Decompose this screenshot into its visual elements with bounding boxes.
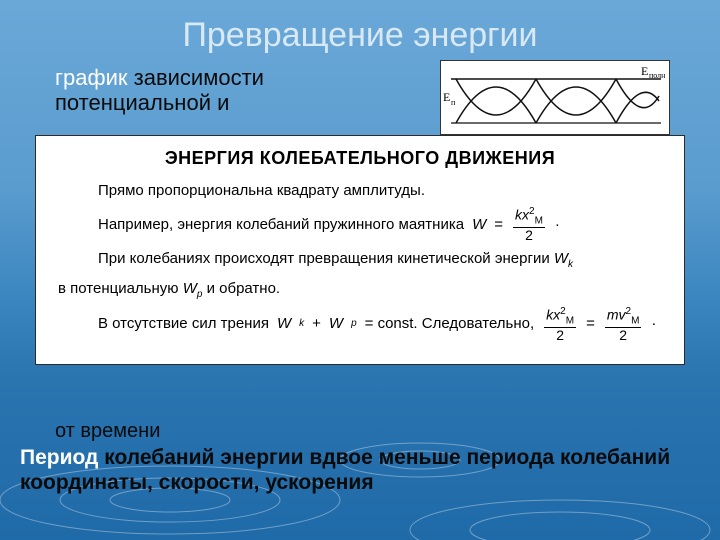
svg-text:полн: полн [649,71,666,80]
frac2-top: kx [546,306,560,322]
card-line2-prefix: Например, энергия колебаний пружинного м… [98,213,464,237]
svg-text:п: п [451,98,456,107]
frac3-top: mv [607,306,626,322]
card-heading: ЭНЕРГИЯ КОЛЕБАТЕЛЬНОГО ДВИЖЕНИЯ [58,148,662,169]
card-line-1: Прямо пропорциональна квадрату амплитуды… [58,179,662,203]
frac3-sub: M [631,315,639,326]
formula-card: ЭНЕРГИЯ КОЛЕБАТЕЛЬНОГО ДВИЖЕНИЯ Прямо пр… [35,135,685,365]
frac1-bot: 2 [523,228,535,243]
const: = const. Следовательно, [365,312,535,336]
sym-Wp-sub: p [197,289,203,300]
card-line-3: При колебаниях происходят превращения ки… [58,247,662,273]
intro-word-rest: зависимости [128,65,264,90]
energy-graph-svg: E полн E п [441,61,671,136]
intro-word-white: график [55,65,128,90]
svg-text:E: E [443,90,450,104]
sym-W: W [472,213,486,237]
sym-Wp: W [183,280,197,297]
frac1-sub: M [535,215,543,226]
intro-line2: потенциальной и [55,90,229,115]
svg-text:E: E [641,64,648,78]
dot-2: · [651,312,656,336]
footnote: Период колебаний энергии вдвое меньше пе… [20,445,700,495]
frac2-sub: M [566,315,574,326]
dot-1: · [555,213,560,237]
eq-sign: = [494,213,503,237]
sym-Wk2: W [277,312,291,336]
l3c: и обратно. [207,280,281,297]
frac2-bot: 2 [554,328,566,343]
eq-sign-2: = [586,312,595,336]
sym-Wp2: W [329,312,343,336]
energy-graph: E полн E п [440,60,670,135]
leftover-text: от времени [55,420,160,443]
card-line-3b: в потенциальную Wp и обратно. [58,277,662,303]
slide-title: Превращение энергии [0,16,720,55]
l3b: в потенциальную [58,280,183,297]
sym-Wp2-sub: p [351,316,357,332]
frac-kx2-2b: kx2M 2 [544,307,576,343]
sym-Wk2-sub: k [299,316,304,332]
plus: + [312,312,321,336]
frac1-top: kx [515,207,529,223]
footnote-rest: колебаний энергии вдвое меньше периода к… [20,446,670,494]
l4a: В отсутствие сил трения [98,312,269,336]
l3a: При колебаниях происходят превращения ки… [98,250,554,267]
sym-Wk-sub: k [568,259,573,270]
sym-Wk: W [554,250,568,267]
card-line-4: В отсутствие сил трения Wk + Wp = const.… [58,307,662,343]
frac-kx2-2: kx2M 2 [513,207,545,243]
intro-text: график зависимости потенциальной и [55,65,375,116]
footnote-highlight: Период [20,446,98,469]
card-line-2: Например, энергия колебаний пружинного м… [58,207,662,243]
frac3-bot: 2 [617,328,629,343]
frac-mv2-2: mv2M 2 [605,307,642,343]
